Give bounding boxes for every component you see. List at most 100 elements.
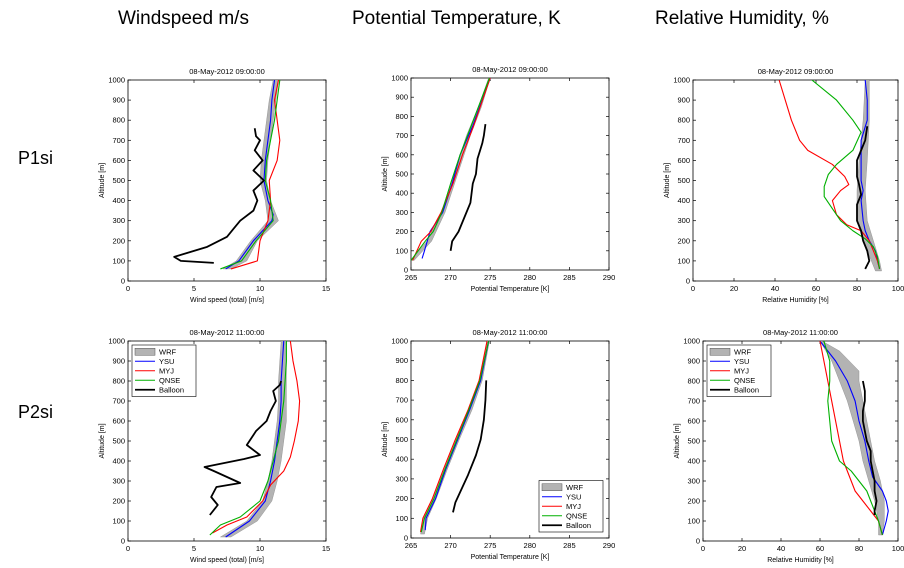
y-tick-label: 1000 [683,337,700,346]
x-axis-label: Wind speed (total) [m/s] [190,557,264,564]
x-tick-label: 270 [444,273,457,282]
y-tick-label: 0 [404,266,408,275]
series-line-ysu [424,341,490,531]
x-tick-label: 280 [524,273,537,282]
chart-panel-6: 0 20 40 60 80 1000100200300400500600700800900… [674,328,904,564]
y-tick-label: 500 [395,435,408,444]
y-tick-label: 300 [395,474,408,483]
x-tick-label: 60 [816,544,824,553]
series-line-balloon [452,380,488,513]
y-tick-label: 0 [696,537,700,546]
y-axis-label: Altitude [m] [674,423,681,458]
y-tick-label: 1000 [391,337,408,346]
y-tick-label: 700 [395,131,408,140]
y-tick-label: 1000 [673,76,690,85]
y-tick-label: 600 [112,156,125,165]
y-tick-label: 300 [687,477,700,486]
legend-label-ysu: YSU [159,357,174,366]
column-title-relative-humidity: Relative Humidity, % [655,8,829,29]
y-tick-label: 400 [677,196,690,205]
chart-title: 08-May-2012 11:00:00 [473,328,548,337]
x-tick-label: 40 [771,284,779,293]
x-tick-label: 275 [484,541,497,550]
y-tick-label: 100 [395,514,408,523]
x-tick-label: 80 [855,544,863,553]
y-tick-label: 600 [395,415,408,424]
y-axis-label: Altitude [m] [99,423,106,458]
y-tick-label: 300 [677,216,690,225]
legend-label-qnse: QNSE [734,376,755,385]
y-tick-label: 900 [112,357,125,366]
y-tick-label: 400 [112,457,125,466]
y-tick-label: 100 [112,517,125,526]
y-tick-label: 800 [687,377,700,386]
x-axis-label: Wind speed (total) [m/s] [190,297,264,304]
series-line-qnse [220,80,281,270]
x-tick-label: 0 [701,544,705,553]
x-axis-label: Potential Temperature [K] [471,554,550,561]
legend-label-myj: MYJ [734,367,749,376]
y-tick-label: 800 [112,377,125,386]
y-tick-label: 900 [677,96,690,105]
legend-label-myj: MYJ [159,367,174,376]
y-tick-label: 200 [395,494,408,503]
y-tick-label: 100 [112,256,125,265]
y-tick-label: 0 [121,277,125,286]
y-tick-label: 900 [112,96,125,105]
x-tick-label: 0 [691,284,695,293]
y-tick-label: 600 [112,417,125,426]
x-tick-label: 290 [603,541,616,550]
y-tick-label: 600 [677,156,690,165]
y-tick-label: 0 [404,534,408,543]
y-tick-label: 800 [395,112,408,121]
x-axis-label: Relative Humidity [%] [767,557,834,564]
data-layer [203,341,301,538]
legend-swatch-wrf [709,348,731,356]
legend-label-qnse: QNSE [159,376,180,385]
plot-frame [410,77,610,271]
y-tick-label: 400 [687,457,700,466]
y-axis-label: Altitude [m] [382,156,389,191]
y-tick-label: 500 [112,437,125,446]
y-tick-label: 400 [395,189,408,198]
data-layer [173,80,281,270]
y-tick-label: 100 [395,246,408,255]
series-line-myj [419,341,488,533]
legend-label-ysu: YSU [734,357,749,366]
legend-label-balloon: Balloon [734,386,759,395]
chart-panel-4: 0 5 10 15 0 100 200 300 400 500 600 700 800 900 1000 08… [99,328,330,564]
wrf-band [219,341,287,538]
y-tick-label: 800 [112,116,125,125]
y-tick-label: 200 [395,227,408,236]
legend-label-wrf: WRF [734,348,751,357]
y-tick-label: 900 [687,357,700,366]
series-line-myj [778,80,881,270]
x-tick-label: 100 [892,544,904,553]
row-title-p2si: P2si [18,402,54,422]
series-line-myj [230,80,281,270]
x-tick-label: 10 [256,544,264,553]
y-tick-label: 700 [112,136,125,145]
x-tick-label: 0 [126,284,130,293]
wrf-band [819,341,885,536]
x-tick-label: 270 [444,541,457,550]
x-tick-label: 5 [192,544,196,553]
chart-panel-2: 265 270 275 280 285 290 0 100 200 300 400 500 600 700… [382,65,615,293]
x-tick-label: 60 [812,284,820,293]
data-layer [778,80,882,272]
x-tick-label: 20 [730,284,738,293]
data-layer [411,78,491,261]
legend-swatch-wrf [134,348,156,356]
x-tick-label: 285 [563,541,576,550]
x-axis-label: Potential Temperature [K] [471,286,550,293]
chart-panel-3: 0 20 40 60 80 1000100200300400500600700800900… [664,67,904,304]
data-layer [419,341,490,535]
y-tick-label: 900 [395,356,408,365]
y-tick-label: 200 [112,497,125,506]
x-tick-label: 265 [405,273,418,282]
